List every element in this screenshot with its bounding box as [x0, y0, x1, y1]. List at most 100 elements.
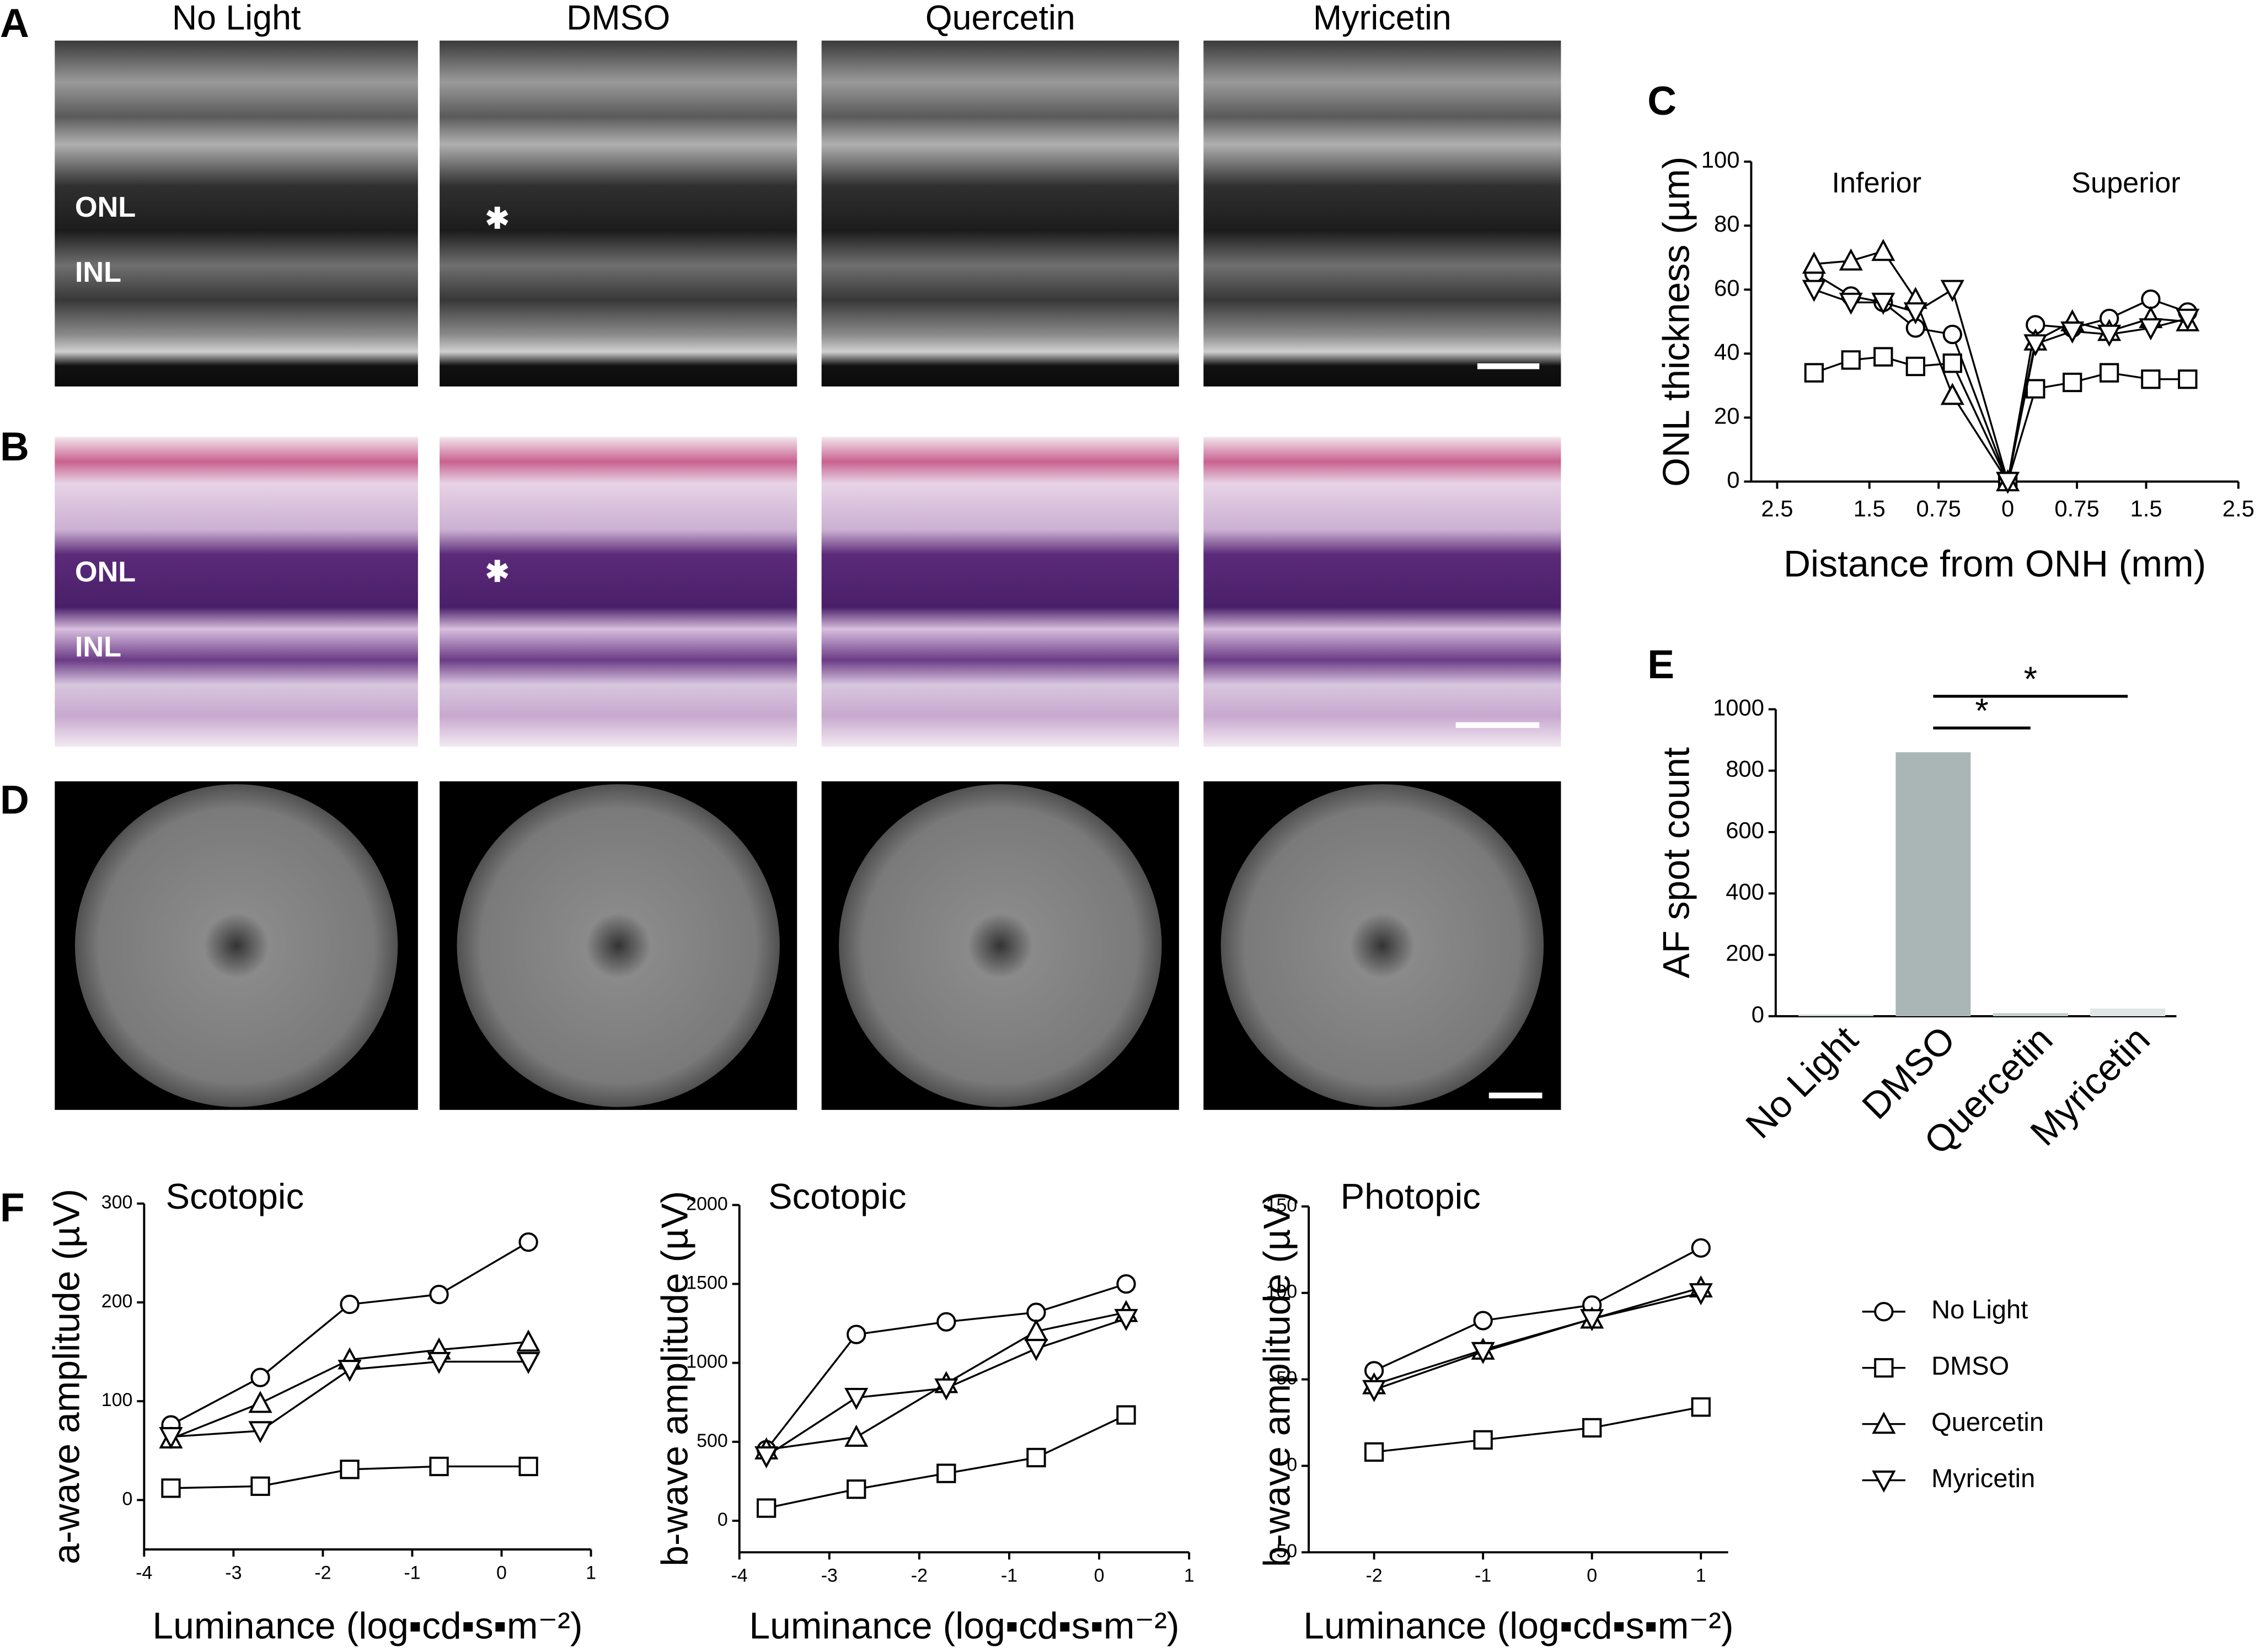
series-line	[765, 1283, 1127, 1451]
legend-label: DMSO	[1931, 1351, 2009, 1380]
oct-image	[55, 40, 418, 387]
x-tick-label: -3	[821, 1565, 838, 1586]
marker	[844, 1424, 869, 1447]
marker	[1996, 471, 2020, 494]
marker	[429, 1456, 449, 1477]
marker	[1689, 1283, 1713, 1306]
layer-label: INL	[75, 631, 121, 663]
series	[1362, 1283, 1713, 1402]
series	[161, 1232, 538, 1435]
chart-title: Scotopic	[768, 1176, 907, 1216]
chart-title: Photopic	[1341, 1176, 1481, 1216]
histology-image	[1203, 437, 1561, 747]
significance-label: *	[2024, 660, 2037, 699]
y-tick-label: 0	[1727, 466, 1739, 492]
marker	[2178, 369, 2198, 389]
y-tick-label: 80	[1714, 211, 1740, 237]
series-line	[766, 1414, 1127, 1509]
marker	[1580, 1309, 1604, 1332]
asterisk: ✱	[485, 556, 510, 588]
series-line	[1374, 1406, 1701, 1453]
series-line	[1814, 250, 2188, 484]
series	[1804, 347, 2198, 492]
marker	[757, 1498, 776, 1518]
marker	[250, 1476, 270, 1496]
marker	[934, 1378, 958, 1401]
marker	[1839, 248, 1863, 271]
y-tick-label: 100	[1701, 147, 1740, 173]
bar	[1993, 1013, 2068, 1016]
oct-image	[821, 40, 1179, 387]
series	[754, 1308, 1138, 1469]
panel-label: A	[0, 1, 29, 46]
panel-label: F	[0, 1185, 25, 1230]
y-tick-label: 300	[101, 1192, 133, 1213]
x-tick-label: 1	[1696, 1565, 1706, 1586]
y-tick-label: 1000	[686, 1351, 728, 1372]
marker	[2060, 321, 2085, 344]
column-header: No Light	[172, 0, 301, 37]
marker	[1872, 1412, 1896, 1434]
x-tick-label: 1	[586, 1562, 596, 1583]
marker	[1839, 292, 1863, 315]
marker	[1874, 1358, 1894, 1378]
y-tick-label: 0	[1287, 1454, 1297, 1475]
marker	[340, 1294, 360, 1315]
marker	[1874, 1302, 1894, 1322]
bar	[1895, 752, 1971, 1016]
marker	[250, 1367, 270, 1387]
y-tick-label: 0	[1752, 1001, 1764, 1027]
series	[757, 1405, 1136, 1518]
marker	[1872, 1470, 1896, 1493]
y-tick-label: 200	[1726, 940, 1764, 966]
y-axis-label: b-wave amplitude (µV)	[1256, 1192, 1298, 1567]
y-axis-label: a-wave amplitude (µV)	[45, 1189, 87, 1564]
layer-label: ONL	[75, 556, 136, 588]
marker	[2023, 334, 2048, 357]
series	[161, 1456, 538, 1498]
marker	[1026, 1447, 1046, 1468]
legend-label: No Light	[1931, 1295, 2028, 1324]
y-tick-label: 150	[1266, 1195, 1297, 1216]
marker	[2141, 289, 2161, 309]
y-tick-label: 0	[122, 1488, 133, 1509]
marker	[427, 1351, 451, 1374]
y-tick-label: 800	[1726, 756, 1764, 782]
marker	[516, 1351, 540, 1374]
y-axis-label: ONL thickness (µm)	[1656, 157, 1697, 487]
marker	[516, 1329, 540, 1352]
marker	[1940, 280, 1964, 302]
panel-label: D	[0, 777, 29, 823]
series-line	[170, 1241, 529, 1426]
chart-title: Scotopic	[166, 1176, 304, 1216]
series	[159, 1329, 540, 1449]
marker	[1024, 1339, 1048, 1361]
x-tick-label: -2	[911, 1565, 928, 1586]
y-tick-label: 100	[1266, 1281, 1297, 1302]
y-tick-label: 50	[1276, 1368, 1297, 1389]
marker	[1473, 1311, 1493, 1331]
x-tick-label: 2.5	[1761, 496, 1793, 522]
marker	[248, 1391, 272, 1413]
annotation: Inferior	[1831, 167, 1921, 199]
bar	[2090, 1009, 2166, 1016]
y-tick-label: -50	[1270, 1541, 1297, 1562]
panel-label: C	[1647, 78, 1677, 124]
histology-image	[821, 437, 1179, 747]
marker	[518, 1232, 538, 1252]
marker	[2139, 318, 2163, 341]
marker	[1942, 324, 1962, 345]
marker	[1473, 1430, 1493, 1450]
x-tick-label: 0.75	[2054, 496, 2099, 522]
marker	[847, 1324, 866, 1344]
x-tick-label: -4	[731, 1565, 748, 1586]
marker	[1871, 239, 1895, 261]
histology-image	[55, 437, 418, 747]
x-tick-label: No Light	[1738, 1018, 1866, 1146]
marker	[2097, 324, 2122, 347]
y-tick-label: 0	[717, 1509, 728, 1530]
marker	[1942, 353, 1962, 373]
marker	[1802, 280, 1826, 302]
x-tick-label: 1	[1184, 1565, 1195, 1586]
